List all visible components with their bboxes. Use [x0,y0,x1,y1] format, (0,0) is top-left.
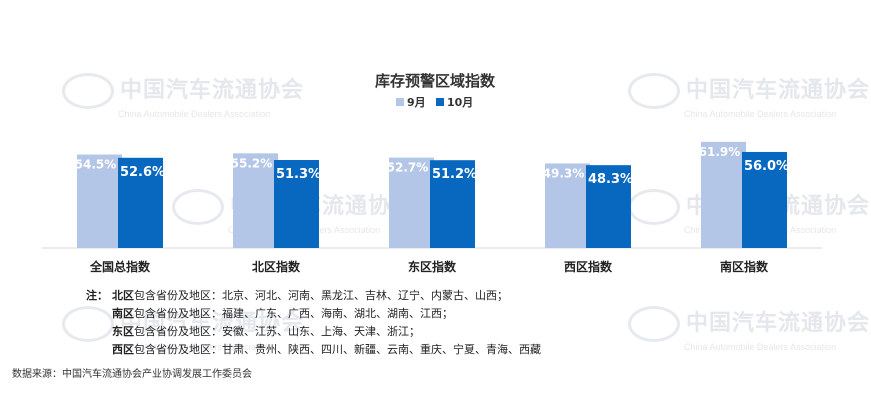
data-label-oct: 48.3% [588,172,633,187]
bar-oct [274,160,319,248]
note-text: 包含省份及地区：福建、广东、广西、海南、湖北、湖南、江西； [134,307,453,320]
note-text: 包含省份及地区：安徽、江苏、山东、上海、天津、浙江； [134,325,420,338]
legend: 9月 10月 [396,96,473,109]
bar-oct [118,157,163,248]
note-region: 西区 [112,343,134,356]
bar-sep [701,141,746,248]
bar-chart: 库存预警区域指数 9月 10月 54.5%52.6% 55.2%51.3% 52.7… [42,72,822,274]
association-logo-icon [628,306,680,342]
note-region: 南区 [112,307,134,320]
legend-swatch-oct [436,98,444,106]
note-region: 北区 [112,289,134,302]
note-row: 南区包含省份及地区：福建、广东、广西、海南、湖北、湖南、江西； [86,305,541,323]
note-region: 东区 [112,325,134,338]
bar-oct [742,151,787,248]
note-row: 注： 北区包含省份及地区：北京、河北、河南、黑龙江、吉林、辽宁、内蒙古、山西； [86,287,541,305]
data-label-sep: 54.5% [75,158,117,172]
category-label: 南区指数 [720,259,769,274]
bar-sep [77,154,122,248]
note-text: 包含省份及地区：甘肃、贵州、陕西、四川、新疆、云南、重庆、宁夏、青海、西藏 [134,343,541,356]
data-label-sep: 52.7% [387,161,429,175]
bar-oct [430,160,475,248]
data-label-oct: 52.6% [120,165,165,180]
data-label-oct: 56.0% [744,159,789,174]
chart-title: 库存预警区域指数 [375,72,496,90]
bar-sep [389,157,434,248]
data-source: 数据来源：中国汽车流通协会产业协调发展工作委员会 [12,369,252,380]
category-label: 西区指数 [564,259,613,274]
region-notes: 注： 北区包含省份及地区：北京、河北、河南、黑龙江、吉林、辽宁、内蒙古、山西； 南… [86,287,541,359]
category-label: 全国总指数 [89,259,151,274]
note-row: 西区包含省份及地区：甘肃、贵州、陕西、四川、新疆、云南、重庆、宁夏、青海、西藏 [86,341,541,359]
legend-label-sep: 9月 [407,96,426,109]
watermark: 中国汽车流通协会 China Automobile Dealers Associ… [628,305,870,352]
category-labels-group: 全国总指数 北区指数 东区指数 西区指数 南区指数 [89,259,769,274]
note-row: 东区包含省份及地区：安徽、江苏、山东、上海、天津、浙江； [86,323,541,341]
data-label-sep: 61.9% [699,145,741,159]
data-label-oct: 51.3% [276,167,321,182]
data-label-sep: 55.2% [231,156,273,170]
legend-swatch-sep [396,98,404,106]
data-labels-group: 54.5%52.6% 55.2%51.3% 52.7% 51.2% 49.3% 48.3%… [75,145,789,187]
bar-sep [545,163,590,248]
data-label-oct: 51.2% [432,167,477,182]
legend-label-oct: 10月 [447,96,473,109]
bars-group [77,141,787,248]
note-text: 包含省份及地区：北京、河北、河南、黑龙江、吉林、辽宁、内蒙古、山西； [134,289,508,302]
category-label: 北区指数 [252,259,301,274]
category-label: 东区指数 [408,259,457,274]
note-prefix: 注： [86,289,108,302]
bar-oct [586,165,631,248]
bar-sep [233,153,278,248]
data-label-sep: 49.3% [543,166,585,180]
